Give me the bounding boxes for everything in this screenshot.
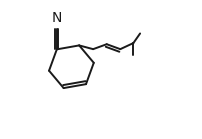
Text: N: N [52, 11, 62, 25]
